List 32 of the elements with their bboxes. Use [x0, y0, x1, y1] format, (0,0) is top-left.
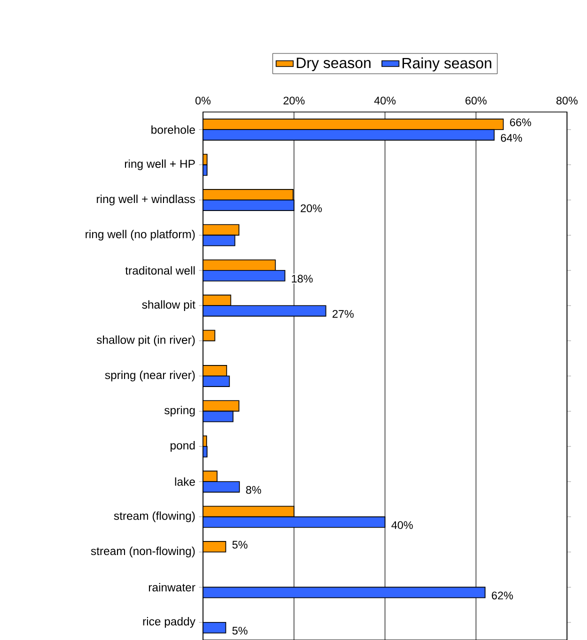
data-label: 64% — [500, 134, 522, 142]
data-label: 5% — [232, 626, 248, 635]
x-tick-label: 40% — [374, 96, 396, 104]
x-tick-label: 80% — [556, 96, 578, 104]
data-label: 18% — [292, 274, 313, 283]
y-tick-label: ring well + HP — [124, 159, 195, 170]
x-tick-label: 60% — [466, 96, 487, 104]
data-label: 27% — [332, 310, 354, 318]
y-tick-label: spring (near river) — [105, 370, 195, 382]
y-tick-label: stream (flowing) — [114, 511, 195, 522]
legend-label: Rainy season — [402, 57, 492, 72]
data-label: 8% — [246, 486, 262, 494]
y-tick-label: shallow pit (in river) — [96, 335, 195, 346]
x-tick-label: 20% — [284, 96, 305, 104]
data-label: 62% — [492, 592, 513, 600]
y-tick-label: ring well (no platform) — [86, 230, 195, 241]
y-tick-label: ring well + windlass — [96, 194, 196, 206]
data-label: 40% — [391, 521, 413, 529]
data-label: 20% — [300, 204, 322, 212]
data-label: 5% — [232, 540, 248, 549]
y-tick-label: borehole — [151, 125, 195, 134]
y-tick-label: stream (non-flowing) — [90, 546, 195, 558]
y-tick-label: spring — [164, 406, 195, 417]
y-tick-label: traditonal well — [125, 266, 195, 275]
y-tick-label: shallow pit — [142, 300, 196, 311]
y-tick-label: rainwater — [148, 582, 196, 592]
y-tick-label: lake — [175, 477, 195, 486]
y-tick-label: pond — [170, 441, 195, 452]
x-tick-label: 0% — [195, 96, 211, 104]
data-label: 66% — [510, 118, 532, 126]
legend-label: Dry season — [296, 58, 370, 72]
y-tick-label: rice paddy — [143, 617, 196, 628]
